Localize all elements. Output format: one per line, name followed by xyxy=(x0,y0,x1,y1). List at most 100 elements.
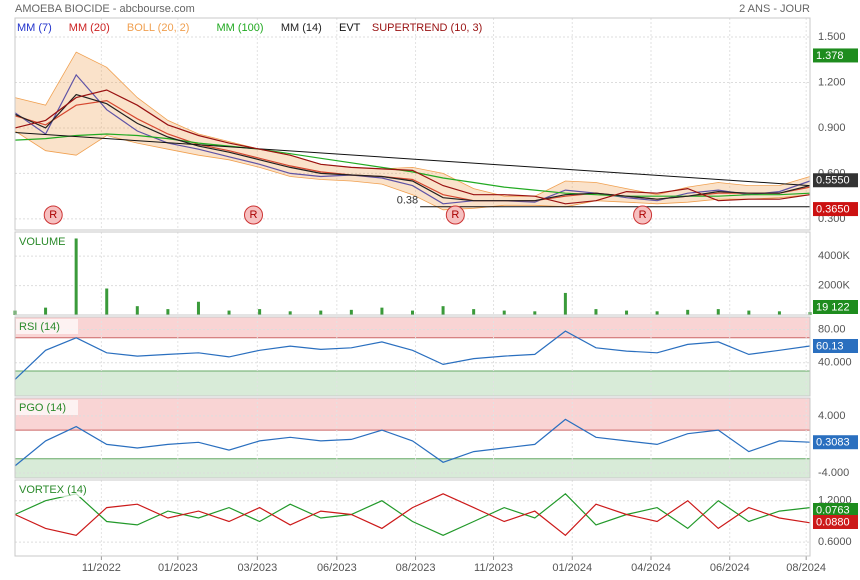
volume-bar xyxy=(533,311,537,315)
y-tick-label: 2000K xyxy=(818,279,850,291)
volume-bar xyxy=(625,310,629,315)
annotation: 0.38 xyxy=(397,195,418,207)
series-line xyxy=(14,133,811,197)
legend-item: MM (14) xyxy=(281,22,322,34)
overbought-zone xyxy=(15,398,810,431)
panel-title: PGO (14) xyxy=(19,402,66,414)
series-line xyxy=(14,493,811,537)
x-tick-label: 08/2024 xyxy=(786,562,826,574)
y-tick-label: 0.900 xyxy=(818,122,846,134)
series-line xyxy=(14,93,811,202)
event-marker-label: R xyxy=(250,209,258,221)
volume-bar xyxy=(594,309,598,315)
chart-title: AMOEBA BIOCIDE - abcbourse.com xyxy=(15,3,195,15)
volume-bar xyxy=(44,307,48,315)
value-badge xyxy=(813,173,858,188)
oversold-zone xyxy=(15,371,810,396)
y-tick-label: 40.000 xyxy=(818,357,852,369)
x-tick-label: 08/2023 xyxy=(396,562,436,574)
volume-bar xyxy=(411,310,414,315)
value-badge-text: 60.13 xyxy=(816,340,844,352)
volume-bar xyxy=(135,306,139,315)
y-tick-label: 80.00 xyxy=(818,323,846,335)
series-line xyxy=(14,89,811,205)
value-badge-text: 0.5550 xyxy=(816,175,850,187)
trend-line xyxy=(14,132,811,187)
panel-title: VOLUME xyxy=(19,236,65,248)
bollinger-band xyxy=(15,52,810,210)
oversold-zone xyxy=(15,458,810,478)
y-tick-label: 1.500 xyxy=(818,31,846,43)
x-tick-label: 01/2024 xyxy=(552,562,592,574)
panel-frame xyxy=(14,17,811,231)
volume-bar xyxy=(319,310,323,315)
legend-item: MM (20) xyxy=(69,22,110,34)
legend-item: MM (7) xyxy=(17,22,52,34)
panel-frame xyxy=(14,397,811,479)
value-badge xyxy=(813,515,858,529)
value-badge-text: 0.3650 xyxy=(816,203,850,215)
volume-bar xyxy=(716,309,720,315)
value-badge xyxy=(813,435,858,450)
event-marker-label: R xyxy=(49,209,57,221)
x-tick-label: 11/2023 xyxy=(474,562,513,574)
value-badge xyxy=(813,503,858,517)
value-badge-text: 1.378 xyxy=(816,50,844,62)
volume-bar xyxy=(747,310,751,315)
event-marker xyxy=(244,205,263,225)
panel-frame xyxy=(14,316,811,397)
series-line xyxy=(14,330,811,380)
value-badge-text: 0.0763 xyxy=(816,504,850,516)
y-tick-label: 0.6000 xyxy=(818,536,852,548)
value-badge xyxy=(813,48,858,63)
volume-bar xyxy=(380,307,384,315)
value-badge xyxy=(813,300,858,314)
volume-bar xyxy=(441,306,445,315)
legend-item: SUPERTREND (10, 3) xyxy=(372,22,482,34)
event-marker xyxy=(633,205,653,225)
event-marker-label: R xyxy=(451,209,459,221)
volume-bar xyxy=(502,310,506,315)
x-tick-label: 06/2023 xyxy=(317,562,357,574)
panel xyxy=(15,232,810,315)
volume-bar xyxy=(105,288,109,315)
volume-bar xyxy=(563,292,567,315)
series-line xyxy=(14,492,811,536)
panel-label-bg xyxy=(16,234,64,249)
x-tick-label: 04/2024 xyxy=(631,562,671,574)
event-marker xyxy=(445,205,465,225)
y-tick-label: -4.000 xyxy=(818,467,849,479)
panel-frame xyxy=(14,231,811,316)
value-badge xyxy=(813,338,858,353)
value-badge-text: 19 122 xyxy=(816,301,850,313)
bollinger-lower xyxy=(14,130,811,211)
legend-item: MM (100) xyxy=(217,22,264,34)
event-marker-label: R xyxy=(639,209,647,221)
panel-label-bg xyxy=(16,482,99,497)
volume-bar xyxy=(166,309,170,315)
value-badge-text: 0.0880 xyxy=(816,516,850,528)
panel-title: RSI (14) xyxy=(19,321,60,333)
legend-item: EVT xyxy=(339,22,361,34)
x-tick-label: 06/2024 xyxy=(710,562,750,574)
volume-bar xyxy=(196,301,200,315)
period-label: 2 ANS - JOUR xyxy=(739,3,810,15)
panel-frame xyxy=(14,479,811,557)
volume-bar xyxy=(74,238,78,315)
panel-title: VORTEX (14) xyxy=(19,484,87,496)
y-tick-label: 4.000 xyxy=(818,410,846,422)
volume-bar xyxy=(288,311,292,315)
volume-bar xyxy=(686,309,690,315)
panel xyxy=(15,480,810,556)
volume-bar xyxy=(227,310,231,315)
volume-bar xyxy=(472,309,476,315)
panel-label-bg xyxy=(16,319,78,334)
volume-bar xyxy=(349,309,353,315)
value-badge xyxy=(813,202,858,217)
x-tick-label: 01/2023 xyxy=(158,562,198,574)
x-tick-label: 03/2023 xyxy=(237,562,277,574)
volume-bar xyxy=(777,311,781,315)
series-line xyxy=(14,418,811,467)
y-tick-label: 4000K xyxy=(818,250,850,262)
